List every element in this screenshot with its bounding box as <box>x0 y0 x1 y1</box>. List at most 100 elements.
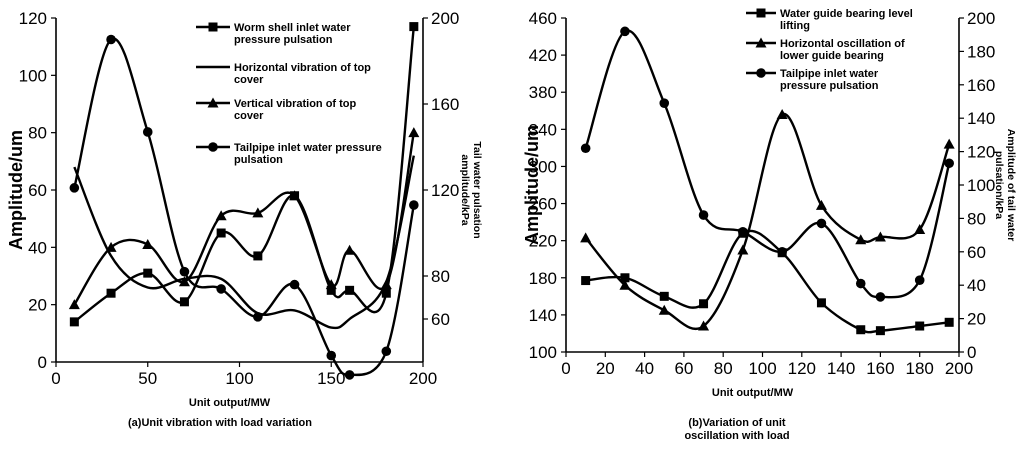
x-tick-label: 40 <box>635 359 654 378</box>
chart-a-legend-horizontal-vibration-of-top-cover-label: Horizontal vibration of top cover <box>234 62 371 86</box>
chart-a-series-worm-shell-inlet-water-pressure-pulsation-point <box>326 285 336 295</box>
chart-a-series-vertical-vibration-of-top-cover-point <box>142 238 154 249</box>
y-tick-label-right: 120 <box>431 181 459 200</box>
y-tick-label-left: 260 <box>529 195 557 214</box>
x-tick-label: 60 <box>674 359 693 378</box>
x-tick-label: 100 <box>748 359 776 378</box>
y-tick-label-right: 60 <box>967 243 986 262</box>
chart-a-legend-vertical-vibration-of-top-cover-marker <box>207 97 219 108</box>
y-tick-label-right: 140 <box>967 109 995 128</box>
chart-a-series-tailpipe-inlet-water-pressure-pulsation-point <box>381 346 392 357</box>
chart-panel-a: 0 50 100 150 200 0 20 40 60 80 100 120 60 80 120 160 200… <box>6 9 483 429</box>
chart-a-legend-vertical-vibration-of-top-cover-label-line: Vertical vibration of top <box>234 98 357 110</box>
chart-a-legend-tailpipe-inlet-water-pressure-pulsation-marker <box>208 142 218 152</box>
x-tick-label: 0 <box>51 369 60 388</box>
chart-b-series-horizontal-oscillation-of-lower-guide-bearing-point <box>776 108 788 119</box>
chart-a-series-tailpipe-inlet-water-pressure-pulsation-point <box>69 183 80 193</box>
chart-b-legend-water-guide-bearing-level-lifting-label: Water guide bearing level lifting <box>780 8 913 32</box>
chart-b-series-tailpipe-inlet-water-pressure-pulsation-point <box>816 218 827 229</box>
y-tick-label-right: 200 <box>967 9 995 28</box>
chart-a-legend-vertical-vibration-of-top-cover-label-line: cover <box>234 110 264 122</box>
x-tick-label: 80 <box>714 359 733 378</box>
chart-b-series-tailpipe-inlet-water-pressure-pulsation-point <box>944 158 954 169</box>
chart-a-caption: (a)Unit vibration with load variation <box>128 417 312 429</box>
chart-a-series-worm-shell-inlet-water-pressure-pulsation-point <box>143 268 153 278</box>
chart-a-legend-horizontal-vibration-of-top-cover-label-line: cover <box>234 74 264 86</box>
chart-b-series-water-guide-bearing-level-lifting-point <box>944 317 954 327</box>
chart-a-legend-horizontal-vibration-of-top-cover-label-line: Horizontal vibration of top <box>234 62 371 74</box>
chart-b-legend-tailpipe-inlet-water-pressure-pulsation-label-line: pressure pulsation <box>780 80 879 92</box>
x-tick-label: 160 <box>866 359 894 378</box>
chart-b-series-horizontal-oscillation-of-lower-guide-bearing-point <box>658 304 670 315</box>
chart-b-series-tailpipe-inlet-water-pressure-pulsation-point <box>620 26 630 37</box>
y-tick-label-left: 340 <box>529 120 557 139</box>
y-tick-label-left: 0 <box>38 353 47 372</box>
chart-a-legend-worm-shell-inlet-water-pressure-pulsation-label-line: Worm shell inlet water <box>234 22 351 34</box>
x-tick-label: 50 <box>138 369 157 388</box>
y-axis-title-right-line: pulsation/kPa <box>993 151 1005 219</box>
chart-a-series-vertical-vibration-of-top-cover-point <box>344 244 356 255</box>
y-tick-label-left: 120 <box>19 9 47 28</box>
y-tick-label-left: 420 <box>529 46 557 65</box>
chart-b-series-water-guide-bearing-level-lifting-point <box>659 291 669 301</box>
chart-b-series-horizontal-oscillation-of-lower-guide-bearing-point <box>580 232 592 243</box>
chart-a-series-tailpipe-inlet-water-pressure-pulsation-line <box>73 37 416 377</box>
chart-b-series-water-guide-bearing-level-lifting-point <box>581 276 591 286</box>
chart-b-series-horizontal-oscillation-of-lower-guide-bearing-point <box>698 320 710 331</box>
chart-a-series-tailpipe-inlet-water-pressure-pulsation-point <box>326 350 337 361</box>
x-tick-label: 200 <box>409 369 437 388</box>
y-tick-label-left: 140 <box>529 306 557 325</box>
y-axis-title-left: Amplitude/um <box>6 130 26 250</box>
y-axis-title-right-line: amplitude/kPa <box>459 154 471 225</box>
chart-a-series-vertical-vibration-of-top-cover-point <box>105 241 117 252</box>
chart-b-legend-tailpipe-inlet-water-pressure-pulsation-label: Tailpipe inlet water pressure pulsation <box>780 68 879 92</box>
y-tick-label-left: 20 <box>28 296 47 315</box>
y-tick-label-right: 160 <box>967 76 995 95</box>
chart-a-series-tailpipe-inlet-water-pressure-pulsation-point <box>216 284 226 294</box>
chart-a-series-tailpipe-inlet-water-pressure-pulsation-point <box>253 312 263 322</box>
y-tick-label-right: 80 <box>431 267 450 286</box>
chart-a-series-worm-shell-inlet-water-pressure-pulsation-point <box>253 251 263 261</box>
chart-b-series-water-guide-bearing-level-lifting-point <box>699 299 709 309</box>
x-tick-label: 150 <box>317 369 345 388</box>
chart-a-series-tailpipe-inlet-water-pressure-pulsation-point <box>179 266 190 277</box>
chart-a-series-vertical-vibration-of-top-cover-point <box>252 207 264 218</box>
y-tick-label-right: 60 <box>431 310 450 329</box>
chart-a-series-vertical-vibration-of-top-cover-point <box>408 127 420 138</box>
chart-b-svg: 0 20 40 60 80 100 120 140 160 180 2001001401802202… <box>522 8 1017 399</box>
chart-b-caption: (b)Variation of unit oscillation with lo… <box>684 417 790 442</box>
x-tick-label: 140 <box>827 359 855 378</box>
chart-a-series-vertical-vibration-of-top-cover-point <box>380 279 392 290</box>
chart-panel-b: 0 20 40 60 80 100 120 140 160 180 200 100 140 180 220 2… <box>512 0 1024 456</box>
chart-a-series-vertical-vibration-of-top-cover-point <box>68 299 80 310</box>
y-tick-label-right: 180 <box>967 42 995 61</box>
chart-a-series-worm-shell-inlet-water-pressure-pulsation-point <box>381 288 391 298</box>
chart-a-series-tailpipe-inlet-water-pressure-pulsation-point <box>344 370 355 380</box>
y-tick-label-left: 100 <box>19 66 47 85</box>
chart-b-legend-water-guide-bearing-level-lifting-marker <box>756 8 766 18</box>
y-tick-label-right: 160 <box>431 95 459 114</box>
chart-b-legend-water-guide-bearing-level-lifting-label-line: Water guide bearing level <box>780 8 913 20</box>
y-tick-label-right: 0 <box>967 343 976 362</box>
chart-b-legend-water-guide-bearing-level-lifting-label-line: lifting <box>780 20 810 32</box>
x-tick-label: 180 <box>906 359 934 378</box>
y-axis-title-right-line: Tail water pulsation <box>471 141 483 238</box>
chart-a-legend-worm-shell-inlet-water-pressure-pulsation-marker <box>208 22 218 32</box>
y-tick-label-right: 120 <box>967 143 995 162</box>
y-tick-label-right: 200 <box>431 9 459 28</box>
chart-b-series-horizontal-oscillation-of-lower-guide-bearing-point <box>874 231 886 242</box>
chart-a-series-vertical-vibration-of-top-cover-point <box>215 210 227 221</box>
chart-b-series-horizontal-oscillation-of-lower-guide-bearing-point <box>943 138 955 149</box>
chart-b-series-horizontal-oscillation-of-lower-guide-bearing-point <box>619 279 631 290</box>
y-axis-title-left: Amplitude/um <box>522 125 542 245</box>
chart-b-series-water-guide-bearing-level-lifting-line <box>585 229 950 334</box>
chart-b-legend-tailpipe-inlet-water-pressure-pulsation-label-line: Tailpipe inlet water <box>780 68 879 80</box>
chart-a-series-vertical-vibration-of-top-cover-point <box>325 279 337 290</box>
chart-b-series-tailpipe-inlet-water-pressure-pulsation-point <box>914 275 925 285</box>
y-tick-label-left: 180 <box>529 269 557 288</box>
chart-a-series-worm-shell-inlet-water-pressure-pulsation-point <box>179 297 189 307</box>
y-tick-label-right: 80 <box>967 209 986 228</box>
y-axis-title-right: Amplitude of tail waterpulsation/kPa <box>993 129 1017 242</box>
chart-b-series-tailpipe-inlet-water-pressure-pulsation-line <box>584 29 951 299</box>
chart-a-series-vertical-vibration-of-top-cover-point <box>289 190 301 201</box>
